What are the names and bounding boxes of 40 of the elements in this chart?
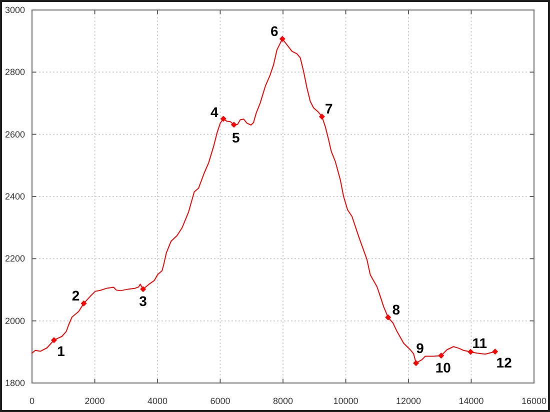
y-tick-label: 3000 xyxy=(4,5,25,15)
point xyxy=(220,116,226,122)
point xyxy=(318,114,325,120)
annotation: 6 xyxy=(270,22,278,39)
annotation: 3 xyxy=(139,293,148,310)
x-tick-label: 2000 xyxy=(84,396,105,406)
annotation: 7 xyxy=(325,100,334,117)
x-tick-label: 12000 xyxy=(396,396,422,406)
point xyxy=(385,314,392,320)
y-tick-label: 2200 xyxy=(4,254,25,264)
y-tick-label: 2400 xyxy=(4,192,25,202)
y-tick-label: 2600 xyxy=(4,129,25,140)
point xyxy=(468,348,474,355)
x-tick-label: 10000 xyxy=(333,396,358,406)
annotation: 1 xyxy=(57,343,66,360)
y-tick-label: 1800 xyxy=(4,378,25,388)
y-tick-label: 2800 xyxy=(4,67,25,78)
annotation: 12 xyxy=(496,354,512,371)
point xyxy=(492,348,498,355)
x-tick-label: 14000 xyxy=(458,396,484,406)
annotation: 4 xyxy=(210,104,218,120)
x-tick-label: 8000 xyxy=(272,396,294,406)
x-tick-label: 0 xyxy=(29,396,35,406)
annotation: 11 xyxy=(472,334,488,351)
annotation: 9 xyxy=(416,340,424,356)
point xyxy=(279,36,286,42)
x-tick-label: 4000 xyxy=(147,396,168,406)
annotation: 10 xyxy=(435,360,452,376)
point xyxy=(413,360,420,366)
annotation: 2 xyxy=(72,287,80,304)
x-tick-label: 16000 xyxy=(521,396,547,406)
annotation: 8 xyxy=(392,301,400,318)
x-tick-label: 6000 xyxy=(210,396,230,406)
point xyxy=(230,122,237,128)
point xyxy=(140,286,146,292)
annotation: 5 xyxy=(232,130,240,146)
point xyxy=(80,300,87,306)
y-tick-label: 2000 xyxy=(4,316,25,326)
point xyxy=(50,337,57,344)
point xyxy=(438,352,444,359)
